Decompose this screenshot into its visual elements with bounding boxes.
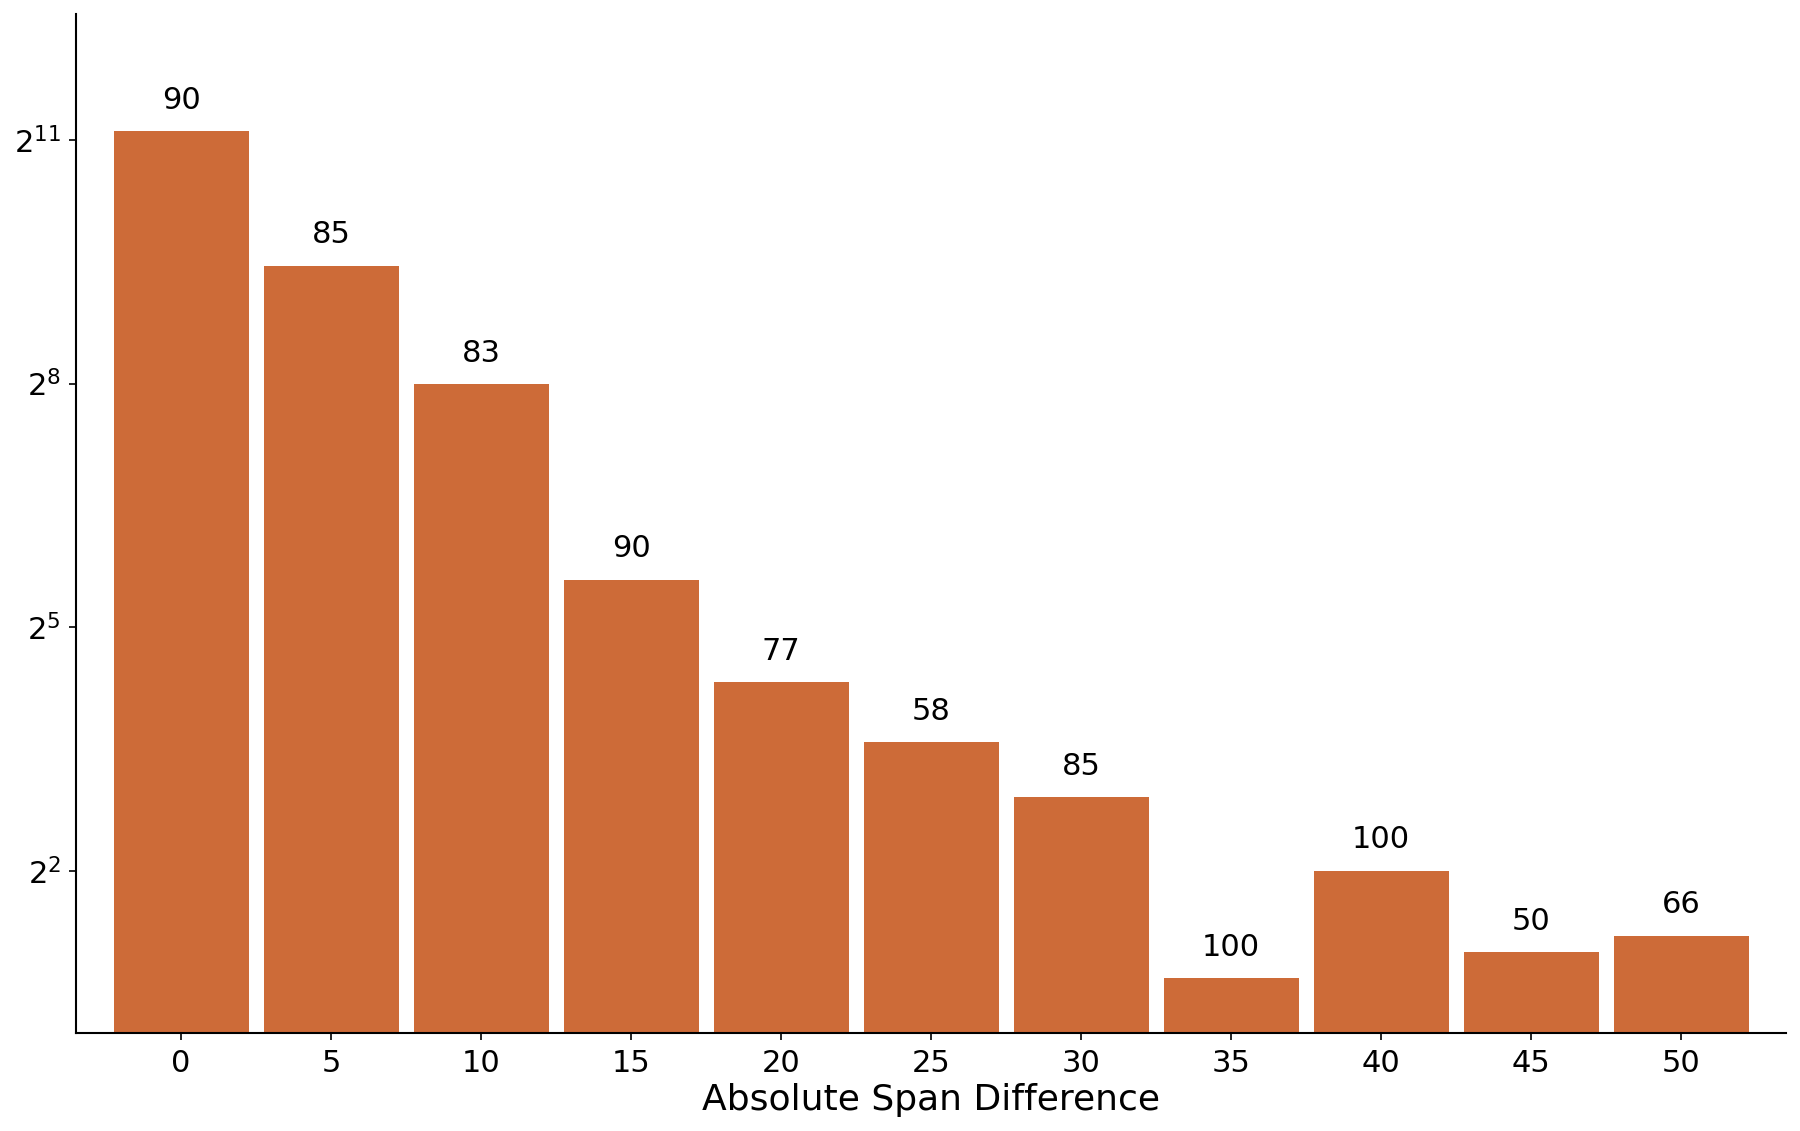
Bar (1613, 935, 1748, 1131)
Text: 58: 58 (911, 697, 950, 726)
Bar (414, 383, 549, 1131)
Bar (263, 266, 398, 1131)
Text: 85: 85 (1062, 752, 1100, 780)
Text: 90: 90 (612, 534, 650, 563)
Text: 90: 90 (162, 86, 200, 115)
Text: 83: 83 (461, 338, 500, 368)
Text: 77: 77 (761, 637, 801, 666)
X-axis label: Absolute Span Difference: Absolute Span Difference (702, 1083, 1159, 1117)
Bar (563, 580, 698, 1131)
Bar (1314, 871, 1449, 1131)
Text: 85: 85 (311, 221, 351, 249)
Bar (1463, 952, 1598, 1131)
Bar (713, 682, 848, 1131)
Text: 66: 66 (1661, 890, 1701, 920)
Text: 100: 100 (1202, 933, 1260, 961)
Bar (1013, 797, 1148, 1131)
Bar (1163, 978, 1298, 1131)
Bar (864, 742, 999, 1131)
Text: 50: 50 (1512, 907, 1550, 935)
Bar (113, 131, 248, 1131)
Text: 100: 100 (1352, 826, 1409, 854)
